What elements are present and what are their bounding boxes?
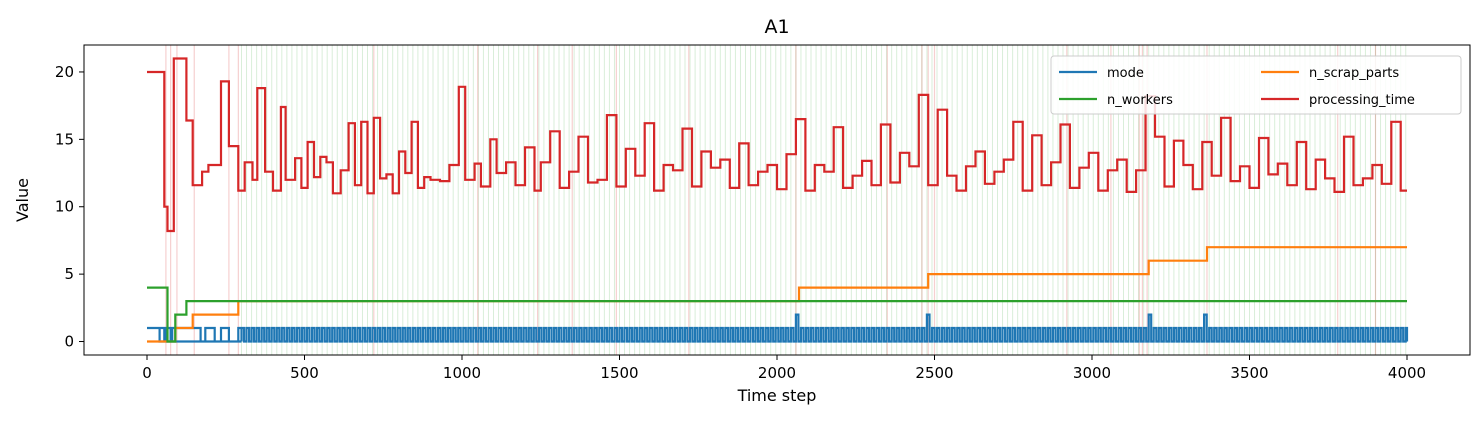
x-tick-label-8: 4000 <box>1388 364 1426 382</box>
x-tick-label-2: 1000 <box>443 364 481 382</box>
x-axis-ticks: 0 500 1000 1500 2000 2500 3000 3500 4000 <box>142 355 1426 382</box>
y-tick-label-1: 5 <box>64 265 74 283</box>
series-layer <box>147 57 1409 343</box>
y-tick-label-2: 10 <box>55 198 74 216</box>
legend-label-processing-time: processing_time <box>1309 93 1415 108</box>
y-axis-ticks: 0 5 10 15 20 <box>55 63 84 351</box>
x-tick-label-3: 1500 <box>600 364 638 382</box>
x-tick-label-4: 2000 <box>758 364 796 382</box>
x-tick-label-1: 500 <box>290 364 319 382</box>
series-line-mode <box>147 313 1409 343</box>
series-line-processing-time <box>147 57 1407 233</box>
legend-box <box>1050 55 1462 115</box>
chart-title: A1 <box>764 16 789 38</box>
legend-label-n-workers: n_workers <box>1107 93 1173 108</box>
legend: mode n_scrap_parts n_workers processing_tim… <box>1050 55 1462 115</box>
series-line-n-scrap-parts <box>147 246 1407 343</box>
y-tick-label-4: 20 <box>55 63 74 81</box>
series-line-n-workers <box>147 286 1407 343</box>
legend-label-n-scrap-parts: n_scrap_parts <box>1309 66 1399 81</box>
y-tick-label-0: 0 <box>64 333 74 351</box>
x-tick-label-0: 0 <box>142 364 152 382</box>
y-tick-label-3: 15 <box>55 130 74 148</box>
x-tick-label-7: 3500 <box>1230 364 1268 382</box>
legend-label-mode: mode <box>1107 66 1144 81</box>
x-tick-label-6: 3000 <box>1073 364 1111 382</box>
x-tick-label-5: 2500 <box>915 364 953 382</box>
x-axis-label: Time step <box>737 386 817 405</box>
y-axis-label: Value <box>13 178 32 222</box>
